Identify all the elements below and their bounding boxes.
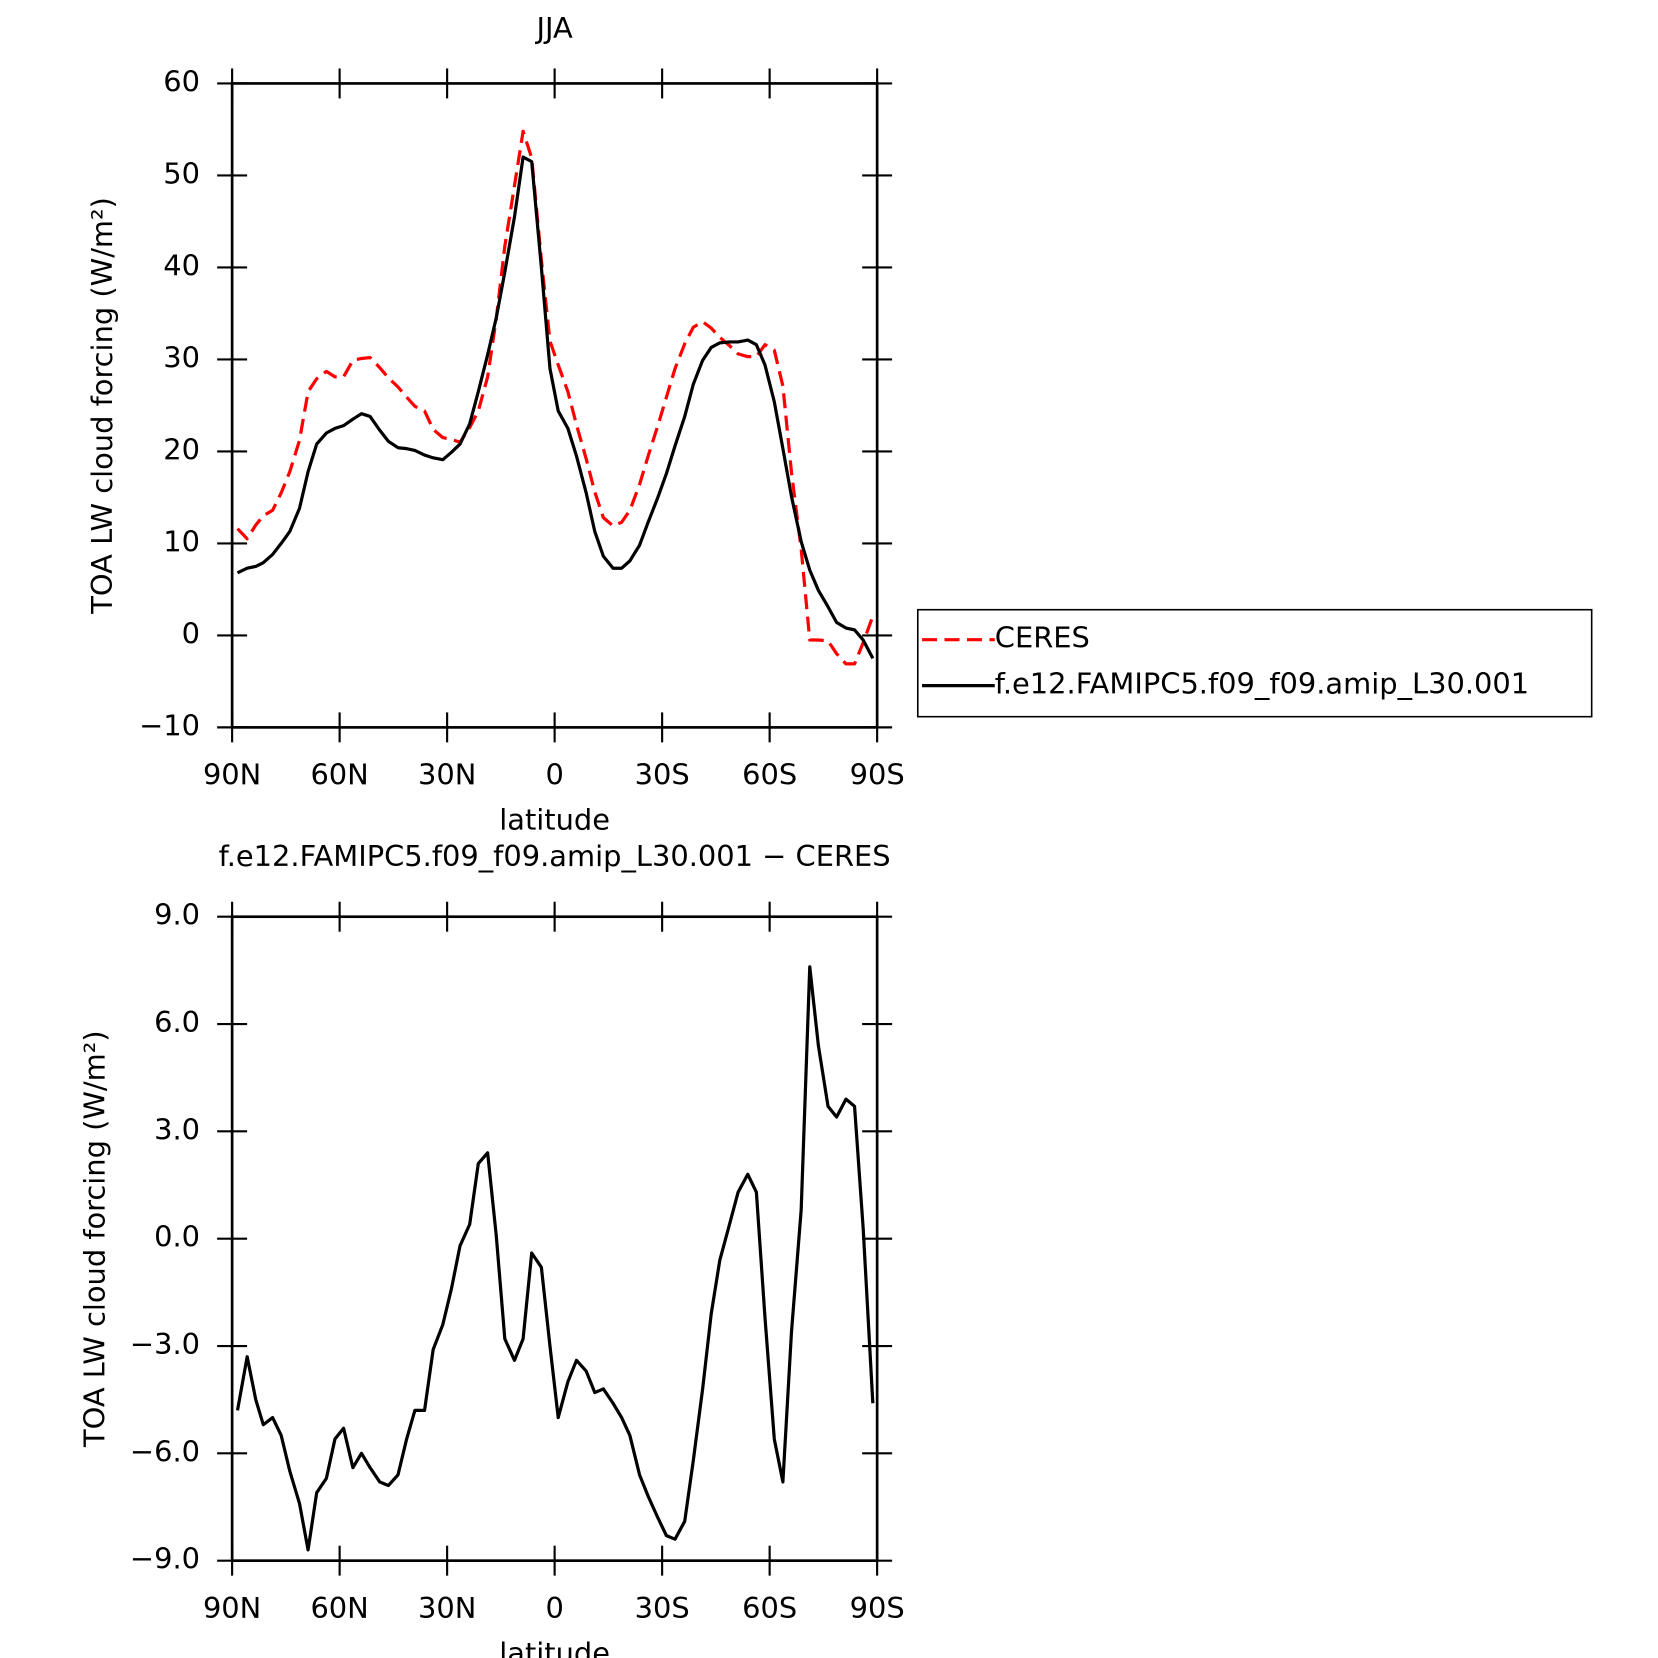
y-tick-label: −9.0 xyxy=(130,1542,200,1576)
y-tick-label: 60 xyxy=(163,64,200,98)
y-tick-label: 50 xyxy=(163,156,200,190)
x-tick-label: 60N xyxy=(310,1591,368,1625)
y-tick-label: 0.0 xyxy=(154,1220,200,1254)
data-line xyxy=(236,129,875,666)
y-tick-label: −3.0 xyxy=(130,1327,200,1361)
y-axis-label: TOA LW cloud forcing (W/m²) xyxy=(85,197,119,615)
y-tick-label: 3.0 xyxy=(154,1112,200,1146)
x-tick-label: 30N xyxy=(418,1591,476,1625)
y-tick-label: −10 xyxy=(139,708,200,742)
legend-box xyxy=(916,608,1593,718)
y-tick-label: 20 xyxy=(163,432,200,466)
x-tick-label: 60S xyxy=(742,758,797,792)
x-tick-label: 30N xyxy=(418,758,476,792)
y-tick-label: 0 xyxy=(182,616,200,650)
x-tick-label: 0 xyxy=(545,1591,563,1625)
y-tick-label: 30 xyxy=(163,340,200,374)
x-tick-label: 90N xyxy=(203,758,261,792)
x-tick-label: 90S xyxy=(850,1591,905,1625)
x-tick-label: 0 xyxy=(545,758,563,792)
data-line xyxy=(235,965,875,1552)
x-axis-label: latitude xyxy=(499,1636,610,1658)
y-tick-label: 9.0 xyxy=(154,898,200,932)
plot-frame xyxy=(230,82,879,729)
y-tick-label: 10 xyxy=(163,524,200,558)
chart-title: JJA xyxy=(534,11,573,45)
chart-title: f.e12.FAMIPC5.f09_f09.amip_L30.001 − CER… xyxy=(219,839,891,873)
y-tick-label: 6.0 xyxy=(154,1005,200,1039)
data-line xyxy=(236,155,875,660)
x-tick-label: 60N xyxy=(310,758,368,792)
x-axis-label: latitude xyxy=(499,803,610,837)
y-axis-label: TOA LW cloud forcing (W/m²) xyxy=(77,1030,111,1448)
y-tick-label: −6.0 xyxy=(130,1434,200,1468)
legend-label: f.e12.FAMIPC5.f09_f09.amip_L30.001 xyxy=(995,667,1529,701)
legend-label: CERES xyxy=(995,621,1090,655)
x-tick-label: 60S xyxy=(742,1591,797,1625)
x-tick-label: 90N xyxy=(203,1591,261,1625)
x-tick-label: 30S xyxy=(635,1591,690,1625)
y-tick-label: 40 xyxy=(163,248,200,282)
x-tick-label: 90S xyxy=(850,758,905,792)
x-tick-label: 30S xyxy=(635,758,690,792)
